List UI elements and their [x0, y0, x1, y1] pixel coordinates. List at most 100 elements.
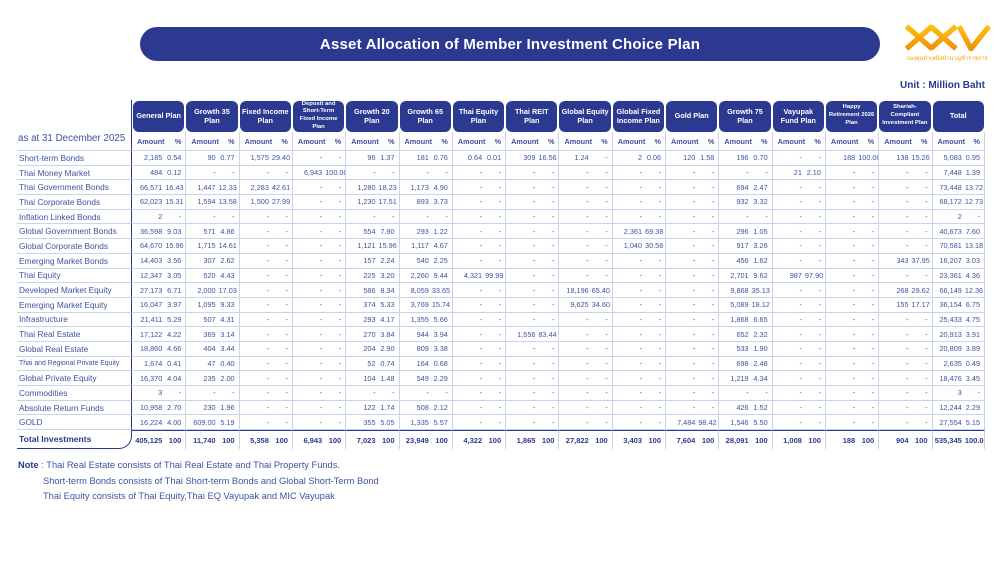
percent-cell: - — [591, 386, 612, 401]
column-header-pill: Thai Equity Plan — [452, 100, 505, 132]
percent-cell: 3.91 — [964, 327, 985, 342]
percent-cell: - — [271, 239, 292, 254]
percent-cell: 42.61 — [271, 180, 292, 196]
amount-cell: 1,095 — [185, 297, 219, 313]
amount-cell: - — [611, 195, 646, 210]
percent-cell: - — [858, 224, 879, 240]
amount-cell: - — [451, 327, 486, 342]
amount-cell: - — [665, 253, 699, 269]
amount-cell: - — [558, 400, 592, 416]
amount-cell: - — [238, 371, 272, 386]
row-label: Global Real Estate — [17, 341, 133, 357]
amount-cell: - — [451, 180, 486, 196]
percent-cell: - — [485, 386, 506, 401]
amount-cell: - — [878, 400, 912, 416]
percent-cell: 13.18 — [964, 239, 985, 254]
amount-cell: 23,949 — [398, 430, 432, 450]
row-label: Thai Money Market — [17, 165, 133, 181]
percent-cell: 12.36 — [964, 283, 985, 298]
table-row: Short-term Bonds 2,185 0.54 90 0.77 1,575 29.4… — [17, 151, 985, 166]
gpf-logo-icon — [904, 24, 992, 54]
amount-cell: - — [558, 195, 592, 210]
amount-cell: 66,571 — [132, 180, 166, 196]
amount-cell: - — [824, 253, 859, 269]
amount-cell: - — [878, 386, 912, 401]
percent-cell: 100 — [698, 430, 719, 449]
amount-cell: - — [611, 341, 646, 357]
amount-cell: 52 — [345, 356, 379, 372]
row-label: Total Investments — [17, 430, 133, 450]
percent-cell: 16.56 — [538, 151, 559, 166]
amount-cell: - — [771, 356, 805, 372]
percent-cell: 4.86 — [218, 224, 239, 240]
amount-cell: 2,361 — [611, 224, 646, 240]
percent-cell: - — [325, 415, 346, 431]
percent-cell: 0.01 — [485, 151, 506, 166]
percent-cell: - — [485, 298, 506, 313]
percent-cell: - — [485, 195, 506, 210]
amount-cell: - — [824, 341, 859, 357]
amount-cell: 307 — [185, 253, 219, 269]
percent-cell: - — [964, 209, 985, 225]
amount-cell: 7,604 — [665, 430, 699, 450]
percent-cell: - — [858, 298, 879, 313]
percent-cell: - — [804, 239, 825, 254]
amount-cell: - — [451, 386, 486, 401]
amount-cell: - — [291, 239, 326, 254]
percent-cell: - — [911, 313, 932, 328]
percent-cell: 0.95 — [964, 151, 985, 166]
percent-cell: - — [218, 166, 239, 181]
amount-cell: 8,059 — [398, 283, 432, 298]
percent-cell: - — [378, 386, 399, 401]
percent-cell: - — [325, 342, 346, 357]
amount-cell: - — [611, 371, 646, 386]
amount-cell: 104 — [345, 371, 379, 386]
amount-cell: - — [611, 283, 646, 298]
percent-cell: 29.62 — [911, 283, 932, 298]
percent-cell: - — [218, 210, 239, 225]
percent-cell: 0.70 — [751, 151, 772, 166]
row-label: Absolute Return Funds — [17, 400, 133, 416]
percent-cell: - — [751, 166, 772, 181]
percent-cell: - — [645, 210, 666, 225]
percent-cell: 1.37 — [378, 151, 399, 166]
subheader-percent: % — [165, 132, 186, 151]
amount-cell: - — [238, 341, 272, 357]
percent-cell: - — [911, 210, 932, 225]
amount-cell: 196 — [718, 151, 752, 166]
amount-cell: 520 — [185, 268, 219, 284]
column-header: Fixed Income Plan — [239, 100, 292, 132]
amount-cell: 4,322 — [451, 430, 486, 450]
percent-cell: 4.66 — [165, 342, 186, 357]
percent-cell: - — [591, 151, 612, 166]
percent-cell: 2.00 — [218, 371, 239, 386]
amount-cell: - — [771, 400, 805, 416]
column-header-pill: Growth 20 Plan — [346, 100, 398, 132]
percent-cell: 3.94 — [431, 327, 452, 342]
percent-cell: 4.31 — [218, 313, 239, 328]
amount-cell: 2,260 — [398, 268, 432, 284]
subheader-amount: Amount — [505, 132, 539, 151]
amount-cell: - — [238, 297, 272, 313]
amount-cell: - — [824, 209, 859, 225]
percent-cell: 1.05 — [751, 224, 772, 240]
percent-cell: 9.33 — [218, 298, 239, 313]
amount-cell: 293 — [345, 312, 379, 328]
percent-cell: 100 — [378, 430, 399, 449]
amount-cell: - — [878, 356, 912, 372]
subheader-amount: Amount — [665, 132, 699, 151]
row-label: Emerging Market Equity — [17, 297, 133, 313]
percent-cell: - — [325, 401, 346, 416]
percent-cell: 30.56 — [645, 239, 666, 254]
row-label: Thai Equity — [17, 268, 133, 284]
percent-cell: 100 — [858, 430, 879, 449]
amount-cell: 917 — [718, 239, 752, 254]
percent-cell: - — [538, 254, 559, 269]
percent-cell: 100.00 — [325, 166, 346, 181]
amount-cell: - — [611, 400, 646, 416]
percent-cell: - — [858, 210, 879, 225]
percent-cell: 69.38 — [645, 224, 666, 240]
percent-cell: - — [591, 224, 612, 240]
amount-cell: 484 — [132, 166, 166, 181]
amount-cell: - — [878, 239, 912, 254]
